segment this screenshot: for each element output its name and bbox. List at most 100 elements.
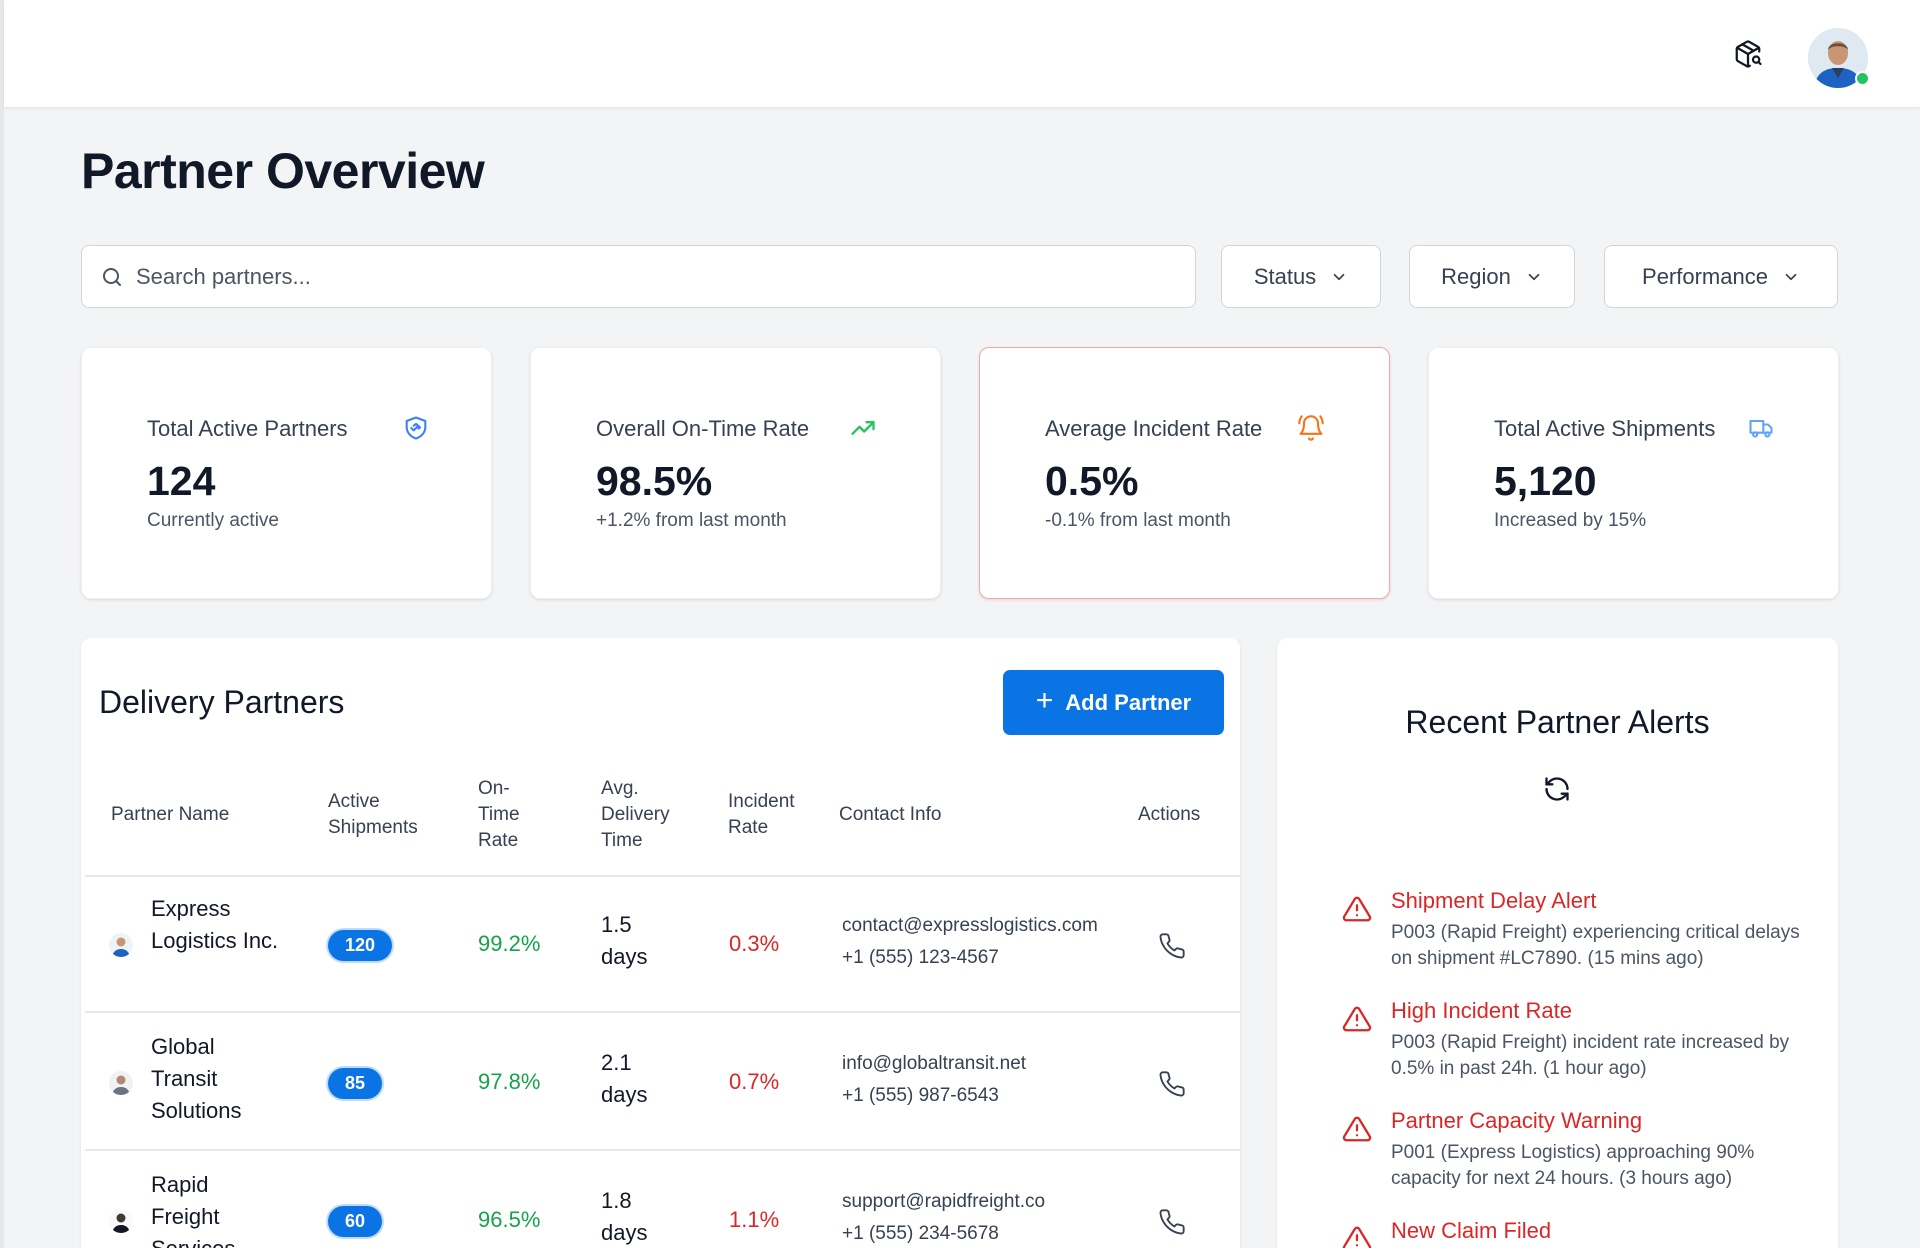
contact-phone: +1 (555) 987-6543 — [842, 1085, 999, 1106]
partner-name: Rapid Freight Services — [151, 1172, 235, 1248]
stat-card-active-shipments: Total Active Shipments 5,120 Increased b… — [1428, 347, 1839, 599]
stat-value: 124 — [147, 458, 216, 504]
header-line: Delivery — [601, 804, 670, 825]
column-header-partner-name[interactable]: Partner Name — [111, 804, 230, 825]
contact-phone: +1 (555) 123-4567 — [842, 947, 999, 968]
handshake-icon — [405, 416, 427, 440]
phone-icon[interactable] — [1158, 1070, 1186, 1098]
warning-triangle-icon — [1342, 1116, 1372, 1142]
performance-filter-label: Performance — [1642, 263, 1768, 289]
table-row[interactable]: Global Transit Solutions 85 97.8% 2.1 da… — [85, 1015, 1240, 1151]
column-header-active-shipments[interactable]: Active Shipments — [328, 789, 418, 841]
alert-title: Shipment Delay Alert — [1391, 888, 1597, 913]
active-shipments-badge: 60 — [328, 1206, 383, 1237]
header-line: Active — [328, 791, 380, 812]
warning-triangle-icon — [1342, 1226, 1372, 1248]
user-avatar[interactable] — [1808, 28, 1870, 88]
header-line: Time — [601, 830, 643, 851]
bell-alert-icon — [1298, 415, 1324, 441]
add-partner-label: Add Partner — [1065, 689, 1192, 715]
alert-description: P001 (Express Logistics) approaching 90%… — [1391, 1142, 1755, 1189]
partner-avatar — [109, 1209, 133, 1233]
search-input[interactable] — [136, 263, 1136, 290]
stat-card-incident-rate: Average Incident Rate 0.5% -0.1% from la… — [979, 347, 1390, 599]
incident-rate: 1.1% — [729, 1207, 780, 1232]
stat-label: Total Active Shipments — [1494, 416, 1716, 441]
contact-phone: +1 (555) 234-5678 — [842, 1223, 999, 1244]
active-shipments-badge: 120 — [328, 930, 393, 961]
left-border — [0, 0, 4, 1248]
panel-title: Recent Partner Alerts — [1405, 704, 1710, 740]
alert-description: P003 (Rapid Freight) incident rate incre… — [1391, 1032, 1790, 1079]
on-time-rate: 99.2% — [478, 931, 541, 956]
stat-label: Average Incident Rate — [1045, 416, 1263, 441]
region-filter-dropdown[interactable]: Region — [1409, 245, 1575, 308]
header-line: Rate — [478, 830, 519, 851]
stat-label: Overall On-Time Rate — [596, 416, 810, 441]
chevron-down-icon — [1333, 273, 1345, 280]
performance-filter-dropdown[interactable]: Performance — [1604, 245, 1838, 308]
refresh-icon[interactable] — [1543, 775, 1571, 803]
on-time-rate: 97.8% — [478, 1069, 541, 1094]
recent-alerts-panel: Recent Partner Alerts Shipment Delay Ale… — [1277, 638, 1838, 1248]
column-header-avg-delivery-time[interactable]: Avg. Delivery Time — [601, 776, 670, 854]
chevron-down-icon — [1528, 273, 1540, 280]
trending-up-icon — [851, 421, 875, 435]
stat-subtext: Currently active — [147, 510, 279, 531]
phone-icon[interactable] — [1158, 1208, 1186, 1236]
stat-value: 98.5% — [596, 458, 713, 504]
plus-icon: + — [1035, 684, 1054, 717]
stat-card-active-partners: Total Active Partners 124 Currently acti… — [81, 347, 492, 599]
table-row[interactable]: Express Logistics Inc. 120 99.2% 1.5 day… — [85, 877, 1240, 1013]
active-shipments-badge: 85 — [328, 1068, 383, 1099]
incident-rate: 0.7% — [729, 1069, 780, 1094]
header-line: Time — [478, 804, 520, 825]
column-header-incident-rate[interactable]: Incident Rate — [728, 789, 795, 841]
alert-title: New Claim Filed — [1391, 1218, 1552, 1243]
contact-email: support@rapidfreight.co — [842, 1191, 1046, 1212]
avg-delivery-time: 2.1 days — [601, 1050, 648, 1107]
alert-title: High Incident Rate — [1391, 998, 1572, 1023]
warning-triangle-icon — [1342, 1006, 1372, 1032]
partner-avatar — [109, 1071, 133, 1095]
search-bar[interactable] — [81, 245, 1196, 308]
column-header-contact-info[interactable]: Contact Info — [839, 804, 942, 825]
column-header-actions: Actions — [1138, 804, 1201, 825]
delivery-partners-panel: Delivery Partners + Add Partner Partner … — [81, 638, 1240, 1248]
page-title: Partner Overview — [81, 143, 485, 199]
header-line: On- — [478, 778, 510, 799]
phone-icon[interactable] — [1158, 932, 1186, 960]
header-line: Shipments — [328, 817, 418, 838]
header-line: Rate — [728, 817, 769, 838]
contact-email: contact@expresslogistics.com — [842, 915, 1098, 936]
alert-description: P003 (Rapid Freight) experiencing critic… — [1391, 922, 1800, 969]
stat-value: 0.5% — [1045, 458, 1139, 504]
status-filter-dropdown[interactable]: Status — [1221, 245, 1381, 308]
warning-triangle-icon — [1342, 896, 1372, 922]
stat-subtext: Increased by 15% — [1494, 510, 1647, 531]
top-bar — [4, 0, 1920, 108]
partner-name: Express Logistics Inc. — [151, 896, 279, 953]
header-line: Avg. — [601, 778, 639, 799]
incident-rate: 0.3% — [729, 931, 780, 956]
stat-card-on-time-rate: Overall On-Time Rate 98.5% +1.2% from la… — [530, 347, 941, 599]
table-row[interactable]: Rapid Freight Services 60 96.5% 1.8 days… — [85, 1153, 1240, 1248]
online-status-dot — [1855, 71, 1870, 86]
add-partner-button[interactable]: + Add Partner — [1003, 670, 1224, 735]
chevron-down-icon — [1785, 273, 1797, 280]
status-filter-label: Status — [1253, 263, 1317, 289]
partner-avatar — [109, 933, 133, 957]
alert-title: Partner Capacity Warning — [1391, 1108, 1643, 1133]
stat-subtext: -0.1% from last month — [1045, 510, 1231, 531]
partner-name: Global Transit Solutions — [151, 1034, 242, 1123]
stat-label: Total Active Partners — [147, 416, 348, 441]
stat-value: 5,120 — [1494, 458, 1597, 504]
avg-delivery-time: 1.5 days — [601, 912, 648, 969]
stat-subtext: +1.2% from last month — [596, 510, 787, 531]
region-filter-label: Region — [1441, 263, 1511, 289]
package-search-button[interactable] — [1730, 36, 1766, 72]
column-header-on-time-rate[interactable]: On- Time Rate — [478, 776, 520, 854]
header-divider — [85, 875, 1240, 877]
avg-delivery-time: 1.8 days — [601, 1188, 648, 1245]
